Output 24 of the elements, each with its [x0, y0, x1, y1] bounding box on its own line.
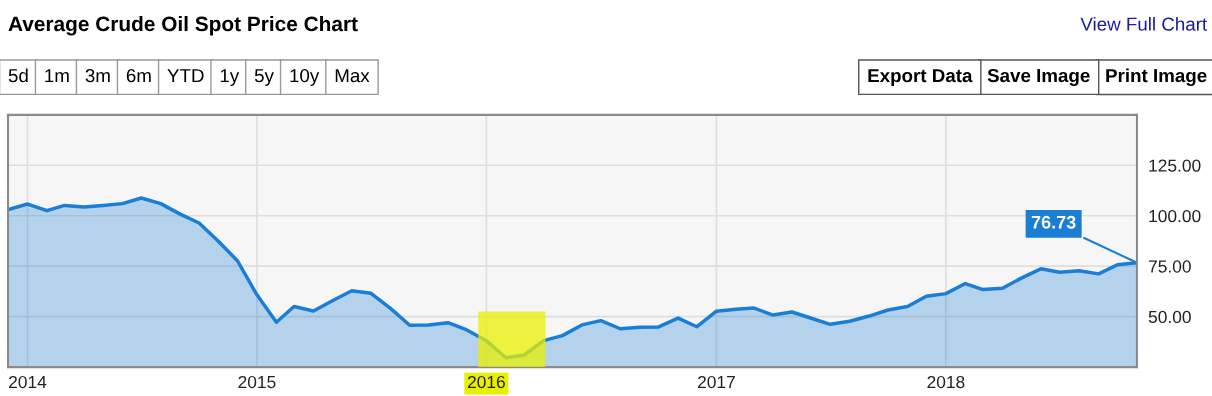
text: Print Image	[1106, 68, 1207, 86]
text: 1y	[220, 69, 240, 86]
text: 3m	[85, 68, 110, 83]
y-tick-label: 50.00	[1148, 310, 1191, 324]
x-tick-label: 2015	[238, 375, 276, 389]
y-tick-label: 125.00	[1149, 159, 1201, 172]
text: 6m	[126, 68, 151, 83]
text: Save Image	[987, 68, 1090, 86]
text: 1m	[45, 69, 69, 83]
chart-title: Average Crude Oil Spot Price Chart	[8, 15, 358, 36]
annotation: 76.73	[1031, 215, 1076, 229]
x-tick-label: 2014	[9, 375, 47, 389]
text: 5y	[254, 69, 274, 86]
text: View Full Chart	[1080, 17, 1208, 31]
y-tick-label: 75.00	[1148, 260, 1191, 273]
text: Max	[335, 69, 370, 83]
x-tick-label: 2016	[467, 375, 505, 389]
text: 10y	[290, 68, 320, 86]
text: YTD	[167, 69, 204, 83]
x-tick-label: 2017	[698, 375, 735, 389]
y-tick-label: 100.00	[1149, 209, 1201, 223]
text: 5d	[8, 68, 28, 83]
x-tick-label: 2018	[927, 375, 965, 389]
text: Export Data	[868, 69, 973, 86]
